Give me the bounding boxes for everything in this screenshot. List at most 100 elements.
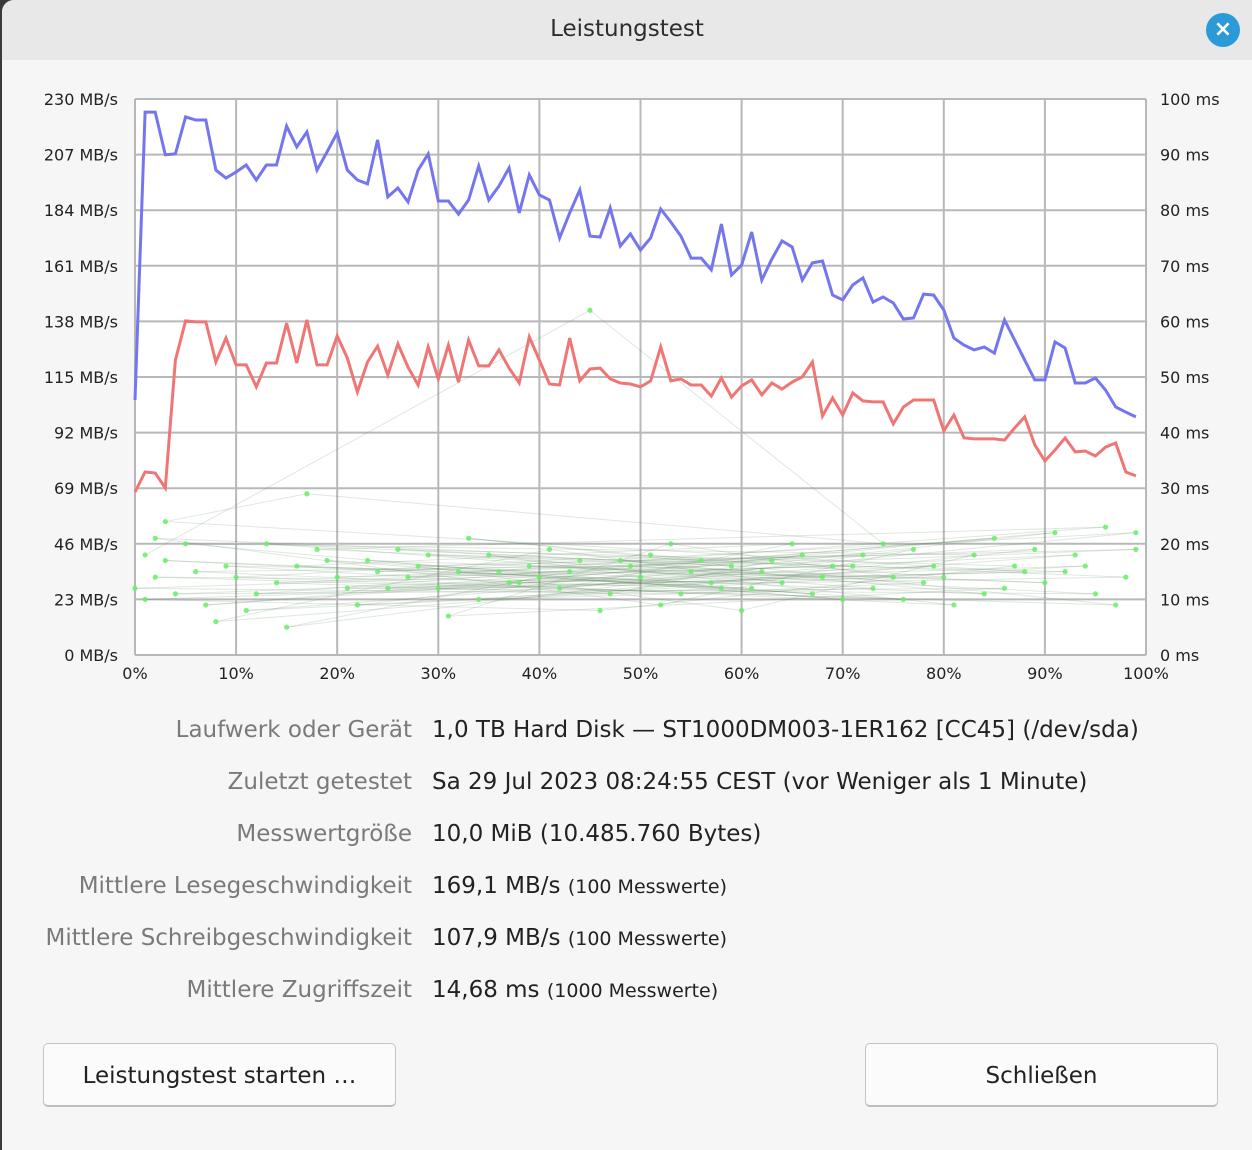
access-time-point — [1133, 546, 1139, 552]
access-time-point — [415, 563, 421, 569]
access-time-point — [1113, 602, 1119, 608]
access-time-point — [759, 569, 765, 575]
access-time-connector — [266, 543, 874, 589]
access-time-point — [799, 552, 805, 558]
access-time-connector — [478, 554, 1076, 600]
access-time-connector — [155, 537, 661, 606]
access-time-point — [354, 602, 361, 608]
y-right-tick-label: 70 ms — [1160, 257, 1209, 276]
access-time-point — [375, 569, 381, 575]
access-time-connector — [165, 559, 985, 595]
access-time-point — [779, 580, 785, 586]
access-time-connector — [509, 582, 752, 589]
access-time-connector — [670, 543, 894, 578]
info-value: 169,1 MB/s (100 Messwerte) — [432, 873, 727, 899]
access-time-connector — [145, 598, 601, 612]
access-time-connector — [357, 554, 803, 606]
access-time-connector — [165, 521, 1025, 573]
x-tick-label: 40% — [522, 664, 558, 683]
access-time-connector — [256, 559, 702, 595]
access-time-connector — [185, 543, 500, 573]
avg-access-value: 14,68 ms — [432, 977, 540, 1003]
access-time-connector — [418, 548, 1136, 567]
access-time-connector — [539, 576, 813, 595]
access-time-point — [951, 602, 957, 608]
x-tick-label: 50% — [623, 664, 659, 683]
access-time-connector — [225, 565, 894, 578]
access-time-connector — [144, 309, 591, 556]
access-time-connector — [559, 543, 793, 589]
access-time-point — [708, 580, 714, 586]
access-time-connector — [377, 554, 863, 573]
info-value: 107,9 MB/s (100 Messwerte) — [432, 925, 727, 951]
access-time-point — [1022, 569, 1028, 575]
access-time-point — [1133, 530, 1139, 536]
access-time-connector — [296, 565, 712, 584]
x-tick-label: 90% — [1027, 664, 1063, 683]
access-time-point — [567, 569, 573, 575]
access-time-point — [466, 535, 472, 541]
access-time-connector — [387, 565, 934, 589]
y-left-tick-label: 138 MB/s — [44, 312, 118, 331]
info-label: Mittlere Schreibgeschwindigkeit — [45, 925, 412, 951]
sample-count: (100 Messwerte) — [567, 928, 728, 950]
access-time-point — [931, 563, 937, 569]
access-time-point — [324, 557, 330, 564]
access-time-point — [637, 574, 644, 580]
access-time-connector — [680, 582, 924, 595]
access-time-connector — [711, 548, 1035, 584]
access-time-point — [668, 541, 674, 547]
x-tick-label: 10% — [218, 664, 254, 683]
access-time-point — [658, 602, 664, 608]
access-time-connector — [337, 571, 570, 578]
access-time-connector — [428, 554, 1066, 573]
access-time-point — [182, 541, 189, 547]
access-time-connector — [367, 559, 1045, 584]
access-time-connector — [691, 554, 1076, 573]
access-time-connector — [276, 548, 1136, 584]
start-benchmark-button[interactable]: Leistungstest starten … — [43, 1043, 396, 1107]
access-time-point — [233, 574, 239, 580]
info-label: Zuletzt getestet — [227, 769, 412, 795]
access-time-connector — [367, 559, 813, 595]
y-left-tick-label: 0 MB/s — [64, 646, 118, 665]
access-time-connector — [630, 565, 1045, 584]
access-time-connector — [225, 565, 520, 584]
access-time-connector — [579, 559, 762, 573]
info-label: Laufwerk oder Gerät — [175, 717, 412, 743]
access-time-connector — [620, 559, 985, 595]
info-label: Mittlere Zugriffszeit — [186, 977, 412, 1003]
access-time-connector — [246, 565, 853, 612]
access-time-point — [496, 569, 502, 575]
x-tick-label: 60% — [724, 664, 760, 683]
access-time-connector — [529, 565, 823, 578]
access-time-point — [304, 491, 310, 497]
access-time-point — [445, 613, 452, 619]
access-time-connector — [256, 571, 1025, 595]
x-tick-label: 0% — [122, 664, 147, 683]
access-time-connector — [620, 554, 863, 561]
access-time-connector — [660, 548, 914, 606]
access-time-point — [991, 535, 997, 541]
access-time-point — [769, 557, 775, 564]
access-time-connector — [316, 526, 1106, 550]
access-time-connector — [266, 543, 732, 567]
access-time-point — [385, 585, 391, 591]
info-row-avg-write: Mittlere Schreibgeschwindigkeit 107,9 MB… — [2, 925, 1252, 965]
access-time-point — [1042, 580, 1048, 586]
y-left-tick-label: 115 MB/s — [44, 368, 118, 387]
close-button[interactable]: Schließen — [865, 1043, 1218, 1107]
access-time-connector — [448, 587, 1005, 617]
access-time-point — [213, 619, 219, 625]
x-tick-label: 20% — [319, 664, 355, 683]
access-time-point — [789, 541, 795, 547]
title-bar: Leistungstest × — [2, 0, 1252, 60]
access-time-point — [1052, 530, 1058, 536]
close-icon[interactable]: × — [1206, 13, 1240, 47]
access-time-point — [557, 585, 563, 591]
access-time-point — [890, 574, 896, 580]
info-value: 10,0 MiB (10.485.760 Bytes) — [432, 821, 761, 847]
access-time-connector — [205, 571, 692, 606]
access-time-connector — [377, 532, 1136, 573]
access-time-connector — [589, 309, 884, 545]
